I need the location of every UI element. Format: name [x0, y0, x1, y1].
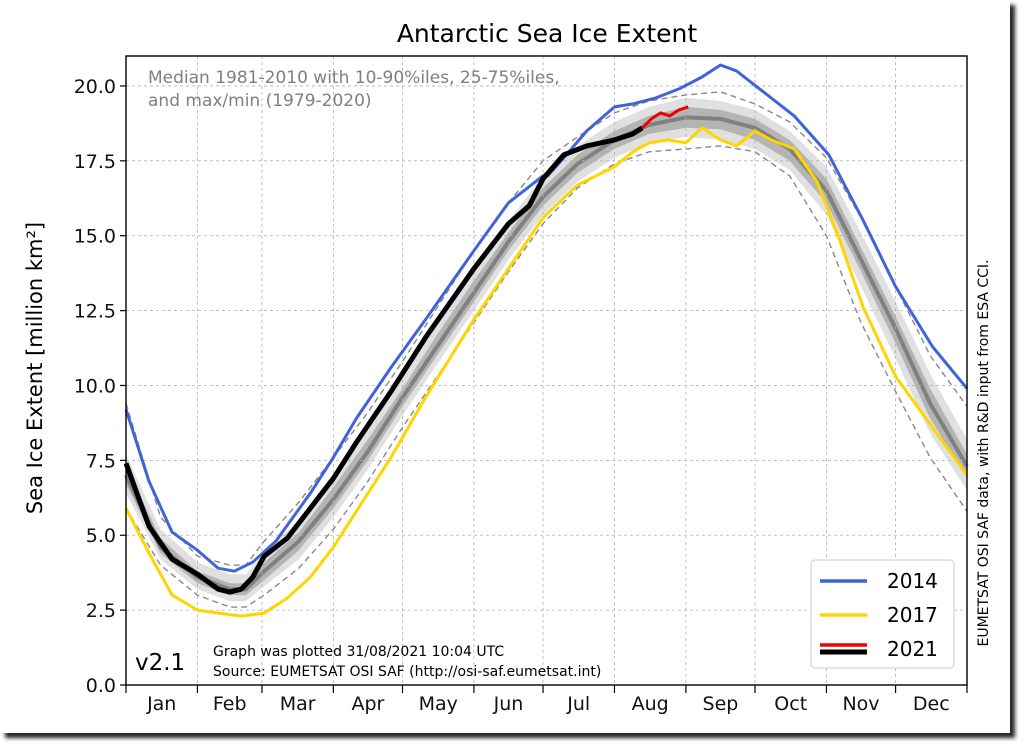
y-tick-label: 7.5	[86, 450, 116, 472]
series-line-2021-2	[641, 105, 689, 129]
x-tick-label: Apr	[351, 693, 384, 715]
legend-label-2014: 2014	[887, 569, 938, 593]
y-tick-label: 5.0	[86, 525, 116, 547]
legend-box	[810, 559, 955, 669]
source-note: Source: EUMETSAT OSI SAF (http://osi-saf…	[213, 664, 601, 680]
gridlines	[126, 56, 967, 685]
series-lines	[123, 63, 969, 618]
plot-border	[125, 55, 968, 686]
x-tick-label: Feb	[213, 693, 247, 715]
median-line	[124, 115, 969, 592]
x-tick-label: Dec	[913, 693, 950, 715]
y-tick-label: 10.0	[74, 375, 116, 397]
y-tick-label: 17.5	[74, 151, 116, 173]
legend-label-2021: 2021	[887, 637, 938, 661]
chart-title: Antarctic Sea Ice Extent	[397, 19, 698, 48]
x-axis-ticks: Jan Feb Mar Apr May Jun Jul Aug Sep Oct Nov Dec	[125, 685, 968, 715]
y-tick-label: 20.0	[74, 76, 116, 98]
x-tick-label: Jul	[566, 693, 590, 715]
x-tick-label: Oct	[774, 693, 807, 715]
y-axis-ticks: 0.0 2.5 5.0 7.5 10.0 12.5 15.0 17.5 20.0	[74, 76, 126, 697]
min-line	[125, 145, 968, 608]
y-tick-label: 15.0	[74, 226, 116, 248]
x-tick-label: Sep	[703, 693, 739, 715]
x-tick-label: May	[419, 693, 458, 715]
y-tick-label: 12.5	[74, 301, 116, 323]
max-line	[125, 91, 968, 566]
x-tick-label: Nov	[842, 693, 879, 715]
climatology-note-line1: Median 1981-2010 with 10-90%iles, 25-75%…	[148, 68, 560, 88]
y-axis-label: Sea Ice Extent [million km²]	[23, 222, 47, 514]
chart-frame: Antarctic Sea Ice Extent 0.0 2.5 5.0 7.5 10.…	[23, 19, 992, 715]
version-label: v2.1	[135, 650, 185, 676]
sea-ice-chart: Antarctic Sea Ice Extent 0.0 2.5 5.0 7.5 10.…	[23, 19, 992, 715]
y-tick-label: 2.5	[86, 600, 116, 622]
plot-date-note: Graph was plotted 31/08/2021 10:04 UTC	[213, 644, 504, 660]
data-credit-vertical: EUMETSAT OSI SAF data, with R&D input fr…	[976, 259, 992, 646]
x-tick-label: Aug	[632, 693, 669, 715]
series-line-2021-3	[123, 125, 644, 595]
y-tick-label: 0.0	[86, 675, 116, 697]
series-line-2014-0	[124, 63, 969, 573]
legend-label-2017: 2017	[887, 603, 938, 627]
climatology-note-line2: and max/min (1979-2020)	[148, 91, 372, 111]
legend: 2014 2017 2021	[810, 559, 955, 669]
series-line-2017-1	[124, 126, 969, 618]
climatology-bands	[124, 91, 969, 608]
x-tick-label: Mar	[280, 693, 316, 715]
x-tick-label: Jun	[493, 693, 524, 715]
x-tick-label: Jan	[146, 693, 176, 715]
